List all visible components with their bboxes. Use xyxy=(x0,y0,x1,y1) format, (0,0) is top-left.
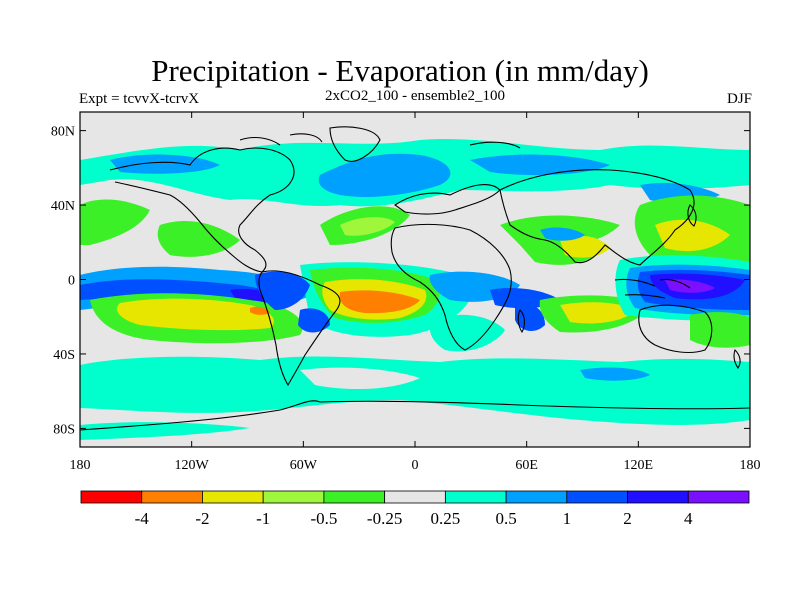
contour-cyan-s-africa xyxy=(429,314,505,352)
coastline-japan xyxy=(687,204,697,227)
contour-blue-arabian-sea xyxy=(540,227,585,241)
contour-green-w-pacific-south xyxy=(690,312,750,348)
coastline-antarctica xyxy=(80,400,750,431)
colorbar-swatch xyxy=(444,490,507,504)
longitude-ticks: 180 120W 60W 0 60E 120E 180 xyxy=(70,112,761,473)
contour-violet-w-pacific xyxy=(665,279,715,293)
coastline-south-america xyxy=(258,270,341,387)
contour-blue-amazon xyxy=(255,271,310,310)
lon-tick-label: 0 xyxy=(412,458,419,473)
lon-tick-label: 180 xyxy=(740,458,761,473)
colorbar-label: 0.25 xyxy=(430,509,460,528)
contour-blue-brazil-coast xyxy=(298,308,330,333)
colorbar-swatch xyxy=(80,490,143,504)
colorbar-label: 2 xyxy=(623,509,632,528)
colorbar-swatch xyxy=(384,490,446,504)
lat-tick-label: 80S xyxy=(53,422,75,437)
colorbar-label: -1 xyxy=(256,509,270,528)
coastline-arctic-islands xyxy=(239,133,521,149)
colorbar-swatch xyxy=(627,490,689,504)
coastline-indonesia xyxy=(614,278,691,299)
coastline-australia xyxy=(638,304,713,354)
colorbar-label: 1 xyxy=(563,509,572,528)
contour-green-n-pacific xyxy=(80,199,150,245)
coastline-new-zealand xyxy=(733,348,741,369)
contour-blue-north-atlantic xyxy=(318,153,451,197)
contour-yellow-nw-pacific xyxy=(655,219,730,252)
colorbar-swatch xyxy=(323,490,386,504)
contour-blue-southern-indian xyxy=(580,367,650,381)
lat-tick-label: 0 xyxy=(68,274,75,289)
contour-yellow-s-indian xyxy=(560,302,635,324)
colorbar-label: -0.25 xyxy=(367,509,402,528)
colorbar-swatch xyxy=(505,490,568,504)
colorbar-swatch xyxy=(566,490,628,504)
lon-tick-label: 60E xyxy=(515,458,538,473)
contour-yellow-atlantic xyxy=(340,217,395,236)
season-label: DJF xyxy=(726,91,752,107)
colorbar-swatch xyxy=(687,490,750,504)
lat-tick-label: 80N xyxy=(51,125,75,140)
lon-tick-label: 60W xyxy=(290,458,318,473)
colorbar-label: -2 xyxy=(195,509,209,528)
colorbar-swatch xyxy=(141,490,203,504)
coastlines xyxy=(80,126,750,431)
contour-yellow-india xyxy=(560,235,610,258)
colorbar-swatch xyxy=(202,490,264,504)
contour-orange-s-pacific xyxy=(250,306,270,315)
contour-orange-s-atlantic xyxy=(339,290,420,314)
contour-green-n-pacific-mid xyxy=(157,220,240,257)
coastline-asia xyxy=(499,169,695,266)
experiment-label: Expt = tcvvX-tcrvX xyxy=(79,91,200,107)
colorbar-label: 0.5 xyxy=(495,509,516,528)
lat-tick-label: 40N xyxy=(51,199,75,214)
lon-tick-label: 120E xyxy=(624,458,654,473)
contour-field xyxy=(80,138,750,440)
coastline-greenland xyxy=(329,126,381,162)
coastline-africa xyxy=(390,223,512,351)
contour-blue-n-eurasia xyxy=(470,154,610,176)
lat-tick-label: 40S xyxy=(53,348,75,363)
lon-tick-label: 120W xyxy=(175,458,210,473)
contour-yellow-s-pacific xyxy=(116,298,274,331)
colorbar-label: -4 xyxy=(135,509,150,528)
colorbar: -4 -2 -1 -0.5 -0.25 0.25 0.5 1 2 4 xyxy=(80,490,750,528)
latitude-ticks: 80N 40N 0 40S 80S xyxy=(51,125,750,437)
contour-blue-madagascar xyxy=(515,303,545,332)
colorbar-label: 4 xyxy=(684,509,693,528)
ensemble-label: 2xCO2_100 - ensemble2_100 xyxy=(325,88,505,104)
chart-title: Precipitation - Evaporation (in mm/day) xyxy=(151,53,649,88)
colorbar-label: -0.5 xyxy=(310,509,337,528)
coastline-madagascar xyxy=(517,309,525,334)
lon-tick-label: 180 xyxy=(70,458,91,473)
contour-gray-southern-gap xyxy=(300,367,420,390)
contour-blue-north-pacific xyxy=(110,154,220,174)
colorbar-swatch xyxy=(262,490,325,504)
coastline-north-america xyxy=(109,147,295,273)
